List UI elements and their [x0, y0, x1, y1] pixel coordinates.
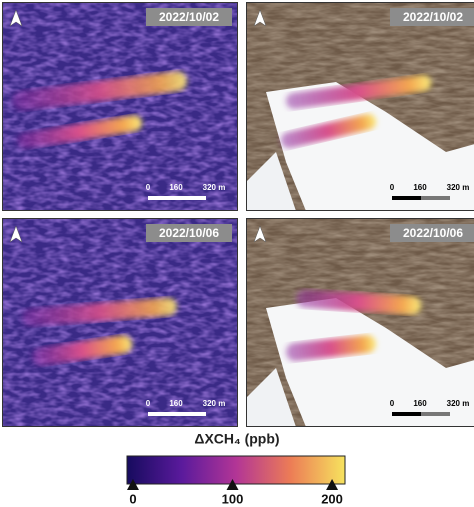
date-box: [146, 224, 232, 242]
scale-label: 160: [169, 399, 183, 408]
scale-label: 320 m: [203, 399, 226, 408]
scale-label: 0: [146, 399, 151, 408]
colorbar-label: ΔXCH₄ (ppb): [194, 431, 279, 447]
scale-bar: [421, 196, 450, 200]
scale-label: 0: [390, 183, 395, 192]
scale-label: 320 m: [203, 183, 226, 192]
date-box: [390, 224, 474, 242]
scale-label: 0: [146, 183, 151, 192]
map-panel: 2022/10/06 0 160 320 m: [2, 218, 238, 427]
panel-frame: [246, 2, 474, 211]
scale-label: 160: [413, 183, 427, 192]
snow-area: [246, 152, 296, 211]
north-arrow: [253, 9, 267, 27]
colorbar-tick-label: 200: [321, 491, 343, 506]
scale-label: 320 m: [447, 183, 470, 192]
scale-label: 160: [169, 183, 183, 192]
panel-frame: [2, 2, 238, 211]
north-arrow: [253, 225, 267, 243]
date-label: 2022/10/06: [403, 226, 463, 240]
scale-bar: [177, 196, 206, 200]
north-arrow: [9, 9, 23, 27]
methane-plume: [21, 297, 178, 327]
snow-area: [266, 298, 474, 427]
map-panel: 2022/10/02 0 160 320 m: [246, 2, 474, 211]
date-label: 2022/10/02: [159, 10, 219, 24]
date-label: 2022/10/02: [403, 10, 463, 24]
scale-label: 320 m: [447, 399, 470, 408]
date-box: [146, 8, 232, 26]
methane-plume: [285, 75, 432, 109]
map-panel: 2022/10/06 0 160 320 m: [246, 218, 474, 427]
methane-plume: [295, 289, 422, 315]
panel-frame: [2, 218, 238, 427]
colorbar-tick-label: 0: [129, 491, 136, 506]
date-box: [390, 8, 474, 26]
north-arrow: [9, 225, 23, 243]
colorbar-tick: [326, 479, 339, 490]
methane-plume: [285, 334, 377, 362]
map-panel: 2022/10/02 0 160 320 m: [2, 2, 238, 211]
panel-frame: [246, 218, 474, 427]
methane-plume: [31, 335, 133, 366]
snow-area: [266, 82, 474, 211]
snow-area: [246, 368, 296, 427]
scale-label: 0: [390, 399, 395, 408]
colorbar: [126, 455, 346, 485]
scale-bar: [421, 412, 450, 416]
scale-bar: [177, 412, 206, 416]
colorbar-tick-label: 100: [222, 491, 244, 506]
methane-plume: [11, 71, 188, 111]
methane-plume: [280, 113, 377, 149]
scale-label: 160: [413, 399, 427, 408]
methane-plume: [16, 115, 143, 149]
date-label: 2022/10/06: [159, 226, 219, 240]
colorbar-tick: [226, 479, 239, 490]
colorbar-tick: [126, 479, 139, 490]
